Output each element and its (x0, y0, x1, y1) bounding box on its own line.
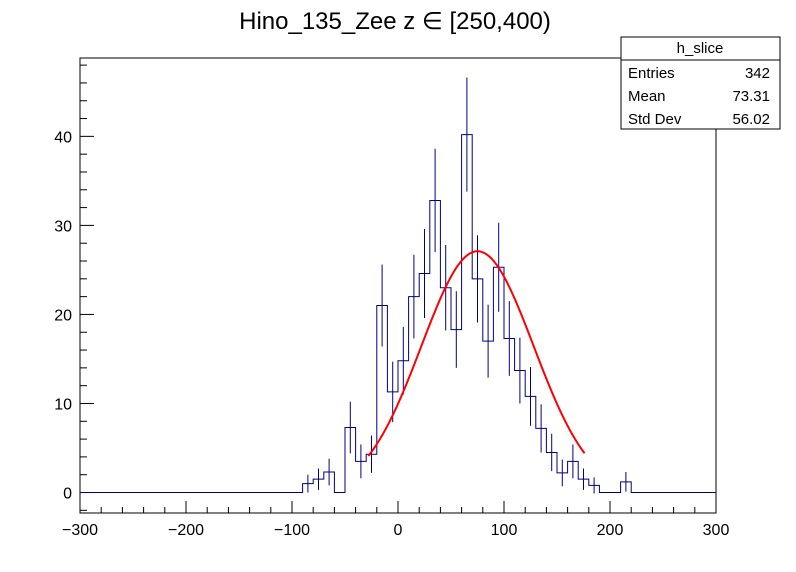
stats-stddev-value: 56.02 (732, 111, 770, 128)
stats-mean-value: 73.31 (732, 88, 770, 105)
axes: −300 −200 −100 0 100 200 300 0 10 20 30 40 (54, 64, 730, 539)
x-tick-label: −100 (274, 522, 310, 539)
x-tick-label: 0 (394, 522, 403, 539)
stats-box: h_slice Entries 342 Mean 73.31 Std Dev 5… (620, 36, 781, 130)
fit-curve (367, 250, 586, 457)
stats-entries-value: 342 (745, 65, 770, 82)
stats-entries-label: Entries (628, 65, 675, 82)
y-tick-label: 0 (63, 486, 72, 503)
stats-title: h_slice (677, 40, 724, 57)
x-tick-label: −200 (168, 522, 204, 539)
x-tick-label: 100 (491, 522, 518, 539)
stats-mean-label: Mean (628, 88, 666, 105)
x-tick-label: 200 (597, 522, 624, 539)
y-tick-label: 10 (54, 396, 72, 413)
histogram-outline (80, 134, 716, 494)
chart-title: Hino_135_Zee z ∈ [250,400) (239, 8, 551, 35)
fit-curve-layer (367, 250, 586, 457)
y-tick-label: 40 (54, 129, 72, 146)
y-tick-label: 20 (54, 307, 72, 324)
stats-box-frame (620, 36, 781, 130)
x-tick-label: −300 (62, 522, 98, 539)
histogram-series (80, 77, 716, 494)
x-tick-label: 300 (703, 522, 730, 539)
y-tick-label: 30 (54, 218, 72, 235)
stats-stddev-label: Std Dev (628, 111, 682, 128)
